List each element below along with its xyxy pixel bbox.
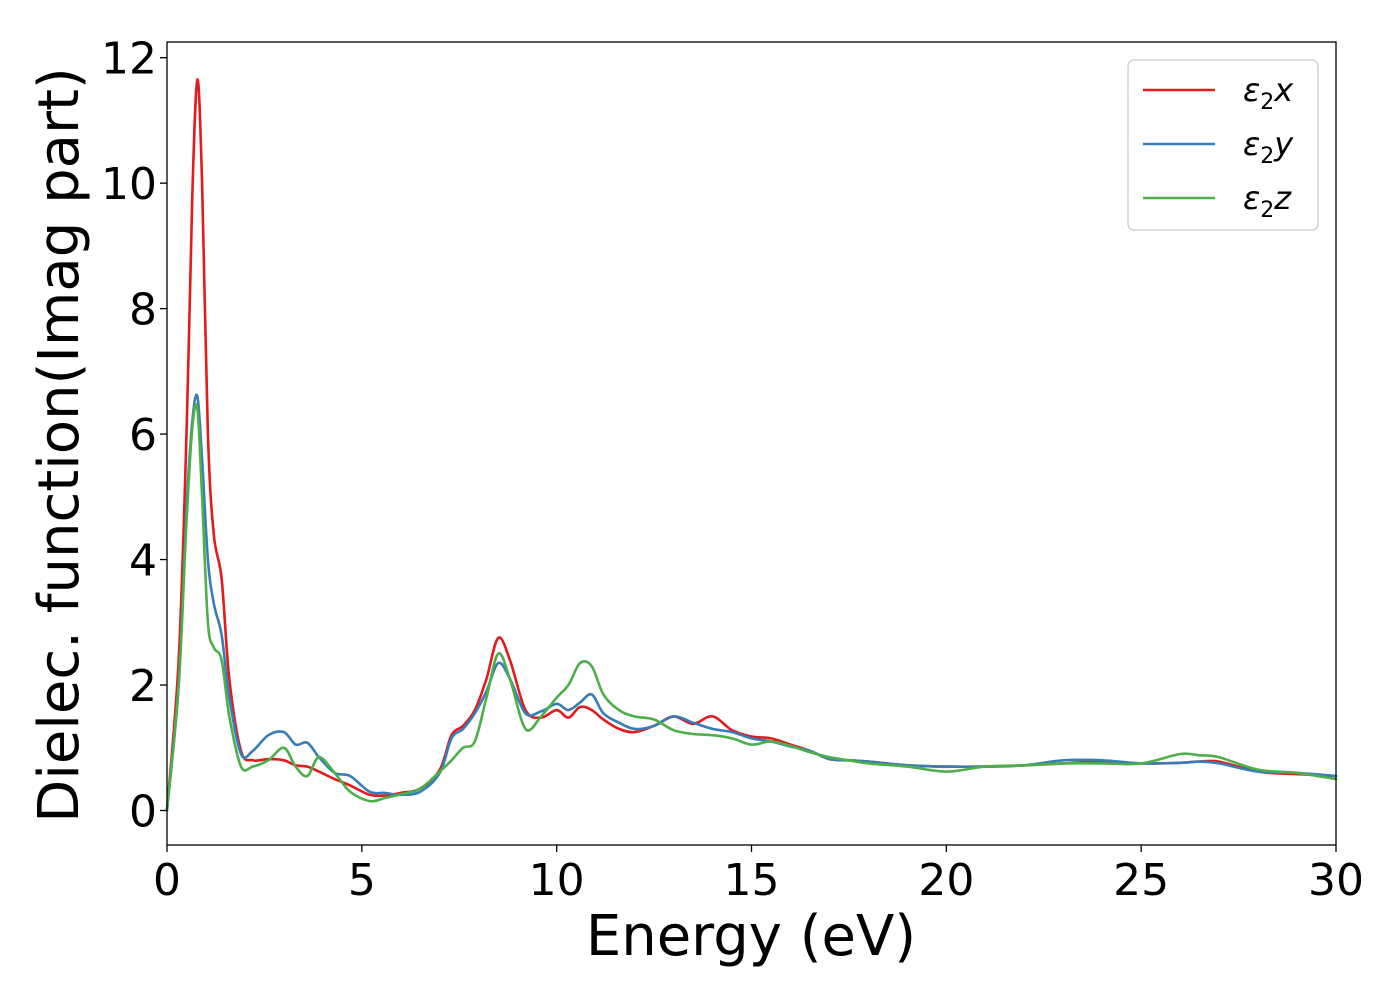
y-tick-label: 6	[129, 410, 157, 461]
legend-box	[1127, 59, 1319, 231]
series-layer	[165, 78, 1338, 812]
y-axis-ticks: 0 2 4 6 8 10 12	[101, 34, 167, 837]
y-tick-label: 12	[101, 34, 157, 85]
y-tick-label: 0	[129, 786, 157, 837]
legend-label: ε2x	[1243, 71, 1294, 115]
legend-label: ε2z	[1243, 179, 1292, 223]
legend-item-y: ε2y	[1143, 125, 1294, 169]
legend: ε2x ε2y ε2z	[1127, 59, 1319, 231]
x-tick-label: 5	[348, 855, 376, 906]
x-axis-label: Energy (eV)	[586, 904, 916, 969]
x-tick-label: 15	[724, 855, 780, 906]
series-line-z	[165, 403, 1338, 812]
series-line-y	[165, 393, 1338, 812]
legend-item-x: ε2x	[1143, 71, 1294, 115]
x-tick-label: 25	[1113, 855, 1169, 906]
x-axis-ticks: 0 5 10 15 20 25 30	[153, 845, 1364, 906]
y-tick-label: 4	[129, 536, 157, 587]
x-tick-label: 0	[153, 855, 181, 906]
y-tick-label: 8	[129, 285, 157, 336]
x-tick-label: 10	[529, 855, 585, 906]
x-tick-label: 30	[1308, 855, 1364, 906]
x-tick-label: 20	[918, 855, 974, 906]
y-axis-label: Dielec. function(Imag part)	[27, 67, 92, 823]
legend-item-z: ε2z	[1143, 179, 1292, 223]
y-tick-label: 10	[101, 159, 157, 210]
legend-label: ε2y	[1243, 125, 1294, 169]
y-tick-label: 2	[129, 661, 157, 712]
